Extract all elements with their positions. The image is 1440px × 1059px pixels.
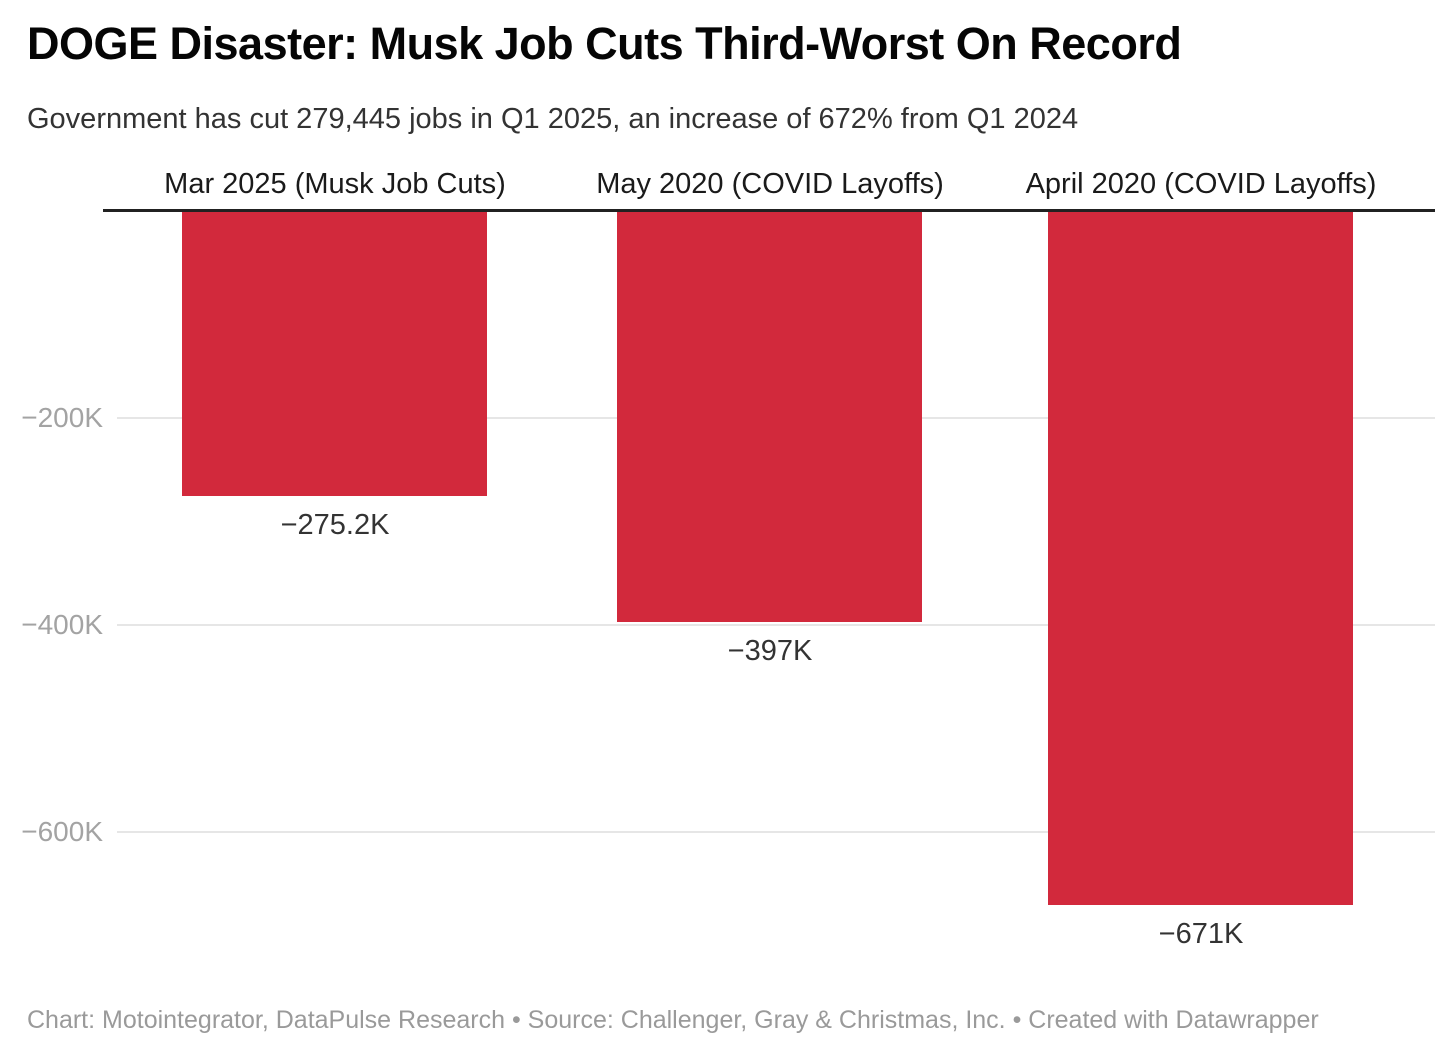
- zero-axis-line: [103, 209, 1435, 212]
- bar-value-label: −397K: [727, 635, 813, 667]
- y-gridline: [117, 624, 1435, 626]
- y-tick-label: −400K: [21, 609, 103, 640]
- column-header: May 2020 (COVID Layoffs): [596, 168, 944, 200]
- y-gridline: [117, 831, 1435, 833]
- bar-value-label: −275.2K: [280, 509, 390, 541]
- column-header: April 2020 (COVID Layoffs): [1025, 168, 1377, 200]
- chart-title: DOGE Disaster: Musk Job Cuts Third-Worst…: [27, 18, 1182, 69]
- chart-subtitle: Government has cut 279,445 jobs in Q1 20…: [27, 103, 1079, 135]
- bar-1[interactable]: [182, 212, 487, 496]
- y-tick-label: −200K: [21, 402, 103, 433]
- bar-2[interactable]: [617, 212, 922, 622]
- bar-3[interactable]: [1048, 212, 1353, 905]
- bar-value-label: −671K: [1158, 918, 1244, 950]
- chart-footer: Chart: Motointegrator, DataPulse Researc…: [27, 1006, 1319, 1034]
- y-tick-label: −600K: [21, 816, 103, 847]
- column-header: Mar 2025 (Musk Job Cuts): [164, 168, 506, 200]
